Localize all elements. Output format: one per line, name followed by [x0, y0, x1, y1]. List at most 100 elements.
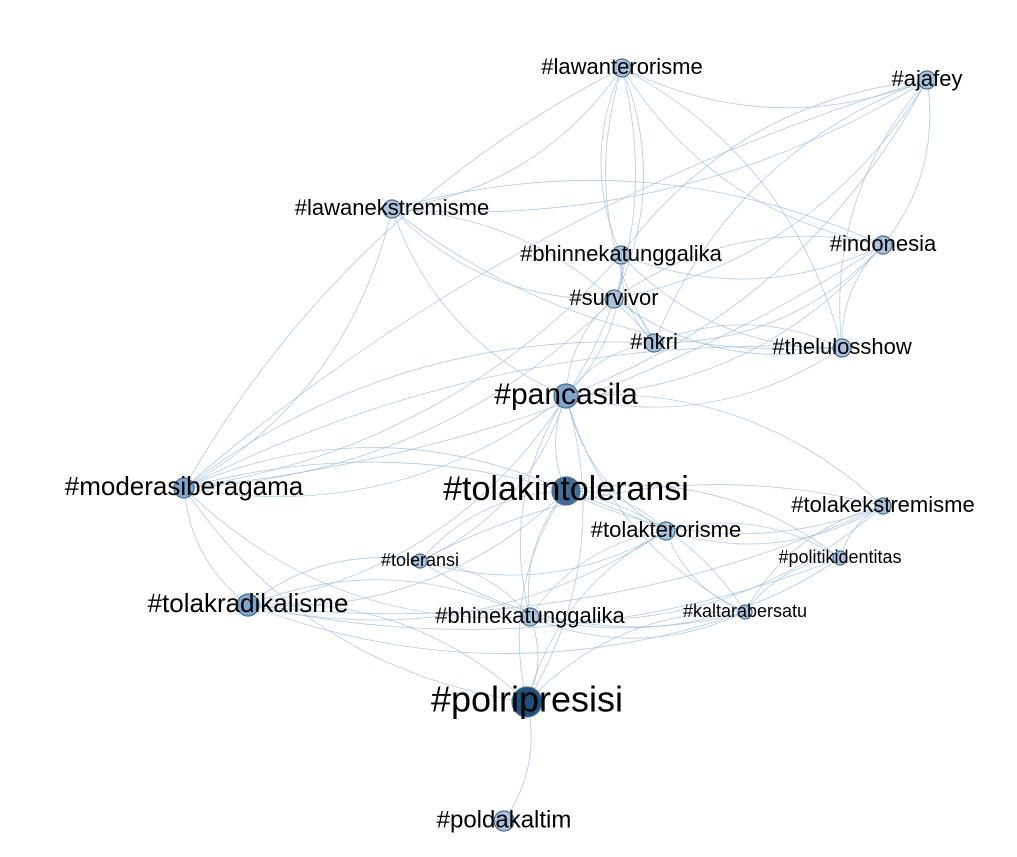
edge-ajafey-indonesia — [882, 79, 931, 246]
edge-lawanekstremisme-nkri — [391, 208, 655, 344]
edge-tolakintoleransi-politikidentitas — [565, 484, 841, 559]
edge-polripresisi-poldakaltim — [503, 701, 532, 822]
edge-lawanterorisme-survivor — [613, 67, 644, 300]
edge-ajafey-pancasila — [565, 79, 928, 397]
edge-tolakintoleransi-bhinekatunggalika — [527, 490, 567, 618]
node-tolakterorisme[interactable] — [656, 521, 676, 541]
node-label-bhinekatunggalika: #bhinekatunggalika — [435, 603, 625, 628]
edge-moderasiberagama-polripresisi — [183, 487, 528, 703]
edge-tolakterorisme-bhinekatunggalika — [529, 530, 667, 618]
node-tolakintoleransi[interactable] — [551, 476, 581, 506]
edge-tolakekstremisme-bhinekatunggalika — [529, 505, 884, 621]
edge-lawanekstremisme-moderasiberagama — [183, 208, 393, 489]
edge-politikidentitas-tolakradikalisme — [247, 557, 841, 630]
edge-pancasila-tolakterorisme — [565, 395, 667, 532]
edge-thelulosshow-pancasila — [565, 347, 843, 408]
edge-tolakterorisme-tolakradikalisme — [247, 530, 667, 621]
edge-survivor-thelulosshow — [613, 298, 843, 355]
edge-bhinnekatunggalika-nkri — [620, 254, 655, 344]
edge-kaltarabersatu-polripresisi — [526, 611, 746, 703]
edge-lawanekstremisme-survivor — [391, 208, 615, 300]
node-label-tolakekstremisme: #tolakekstremisme — [791, 492, 974, 517]
edge-lawanterorisme-indonesia — [621, 67, 884, 246]
node-label-lawanterorisme: #lawanterorisme — [541, 54, 702, 79]
edge-lawanterorisme-pancasila — [565, 67, 636, 397]
node-label-toleransi: #toleransi — [381, 550, 459, 570]
node-kaltarabersatu[interactable] — [737, 604, 753, 620]
node-label-kaltarabersatu: #kaltarabersatu — [683, 601, 807, 621]
node-lawanekstremisme[interactable] — [382, 199, 402, 219]
edge-ajafey-lawanekstremisme — [391, 79, 928, 213]
edge-tolakekstremisme-toleransi — [419, 484, 884, 562]
node-label-thelulosshow: #thelulosshow — [772, 334, 912, 359]
edge-toleransi-kaltarabersatu — [419, 560, 746, 628]
node-label-poldakaltim: #poldakaltim — [437, 806, 572, 833]
node-survivor[interactable] — [604, 289, 624, 309]
node-label-survivor: #survivor — [569, 285, 658, 310]
node-label-lawanekstremisme: #lawanekstremisme — [295, 195, 489, 220]
node-bhinnekatunggalika[interactable] — [611, 245, 631, 265]
node-label-indonesia: #indonesia — [830, 231, 937, 256]
edge-pancasila-tolakradikalisme — [247, 395, 567, 606]
node-label-tolakradikalisme: #tolakradikalisme — [148, 588, 349, 618]
node-layer — [173, 58, 937, 832]
node-thelulosshow[interactable] — [832, 338, 852, 358]
node-ajafey[interactable] — [917, 70, 937, 90]
edge-bhinnekatunggalika-pancasila — [565, 254, 622, 397]
node-politikidentitas[interactable] — [832, 550, 848, 566]
edge-tolakekstremisme-tolakradikalisme — [247, 505, 884, 615]
edge-lawanterorisme-ajafey — [621, 67, 928, 109]
edge-tolakradikalisme-polripresisi — [247, 603, 528, 703]
edge-indonesia-pancasila — [565, 244, 884, 397]
edge-bhinnekatunggalika-moderasiberagama — [183, 254, 622, 489]
node-tolakekstremisme[interactable] — [874, 497, 892, 515]
node-bhinekatunggalika[interactable] — [520, 607, 540, 627]
edge-ajafey-moderasiberagama — [183, 79, 928, 489]
node-label-ajafey: #ajafey — [892, 66, 963, 91]
edge-indonesia-thelulosshow — [841, 244, 884, 349]
edge-tolakterorisme-toleransi — [419, 530, 667, 576]
edge-tolakradikalisme-bhinekatunggalika — [247, 579, 531, 618]
node-nkri[interactable] — [644, 333, 664, 353]
node-tolakradikalisme[interactable] — [236, 593, 260, 617]
edge-tolakradikalisme-kaltarabersatu — [247, 604, 746, 654]
node-lawanterorisme[interactable] — [612, 58, 632, 78]
node-label-nkri: #nkri — [630, 329, 678, 354]
edge-toleransi-tolakradikalisme — [247, 557, 421, 606]
edge-bhinnekatunggalika-indonesia — [620, 244, 884, 280]
edge-lawanekstremisme-pancasila — [391, 208, 567, 397]
node-label-pancasila: #pancasila — [494, 378, 638, 411]
edge-lawanekstremisme-thelulosshow — [391, 208, 843, 350]
edge-tolakintoleransi-kaltarabersatu — [565, 490, 746, 613]
edge-politikidentitas-bhinekatunggalika — [529, 557, 841, 629]
node-toleransi[interactable] — [412, 553, 428, 569]
node-pancasila[interactable] — [553, 383, 579, 409]
node-label-politikidentitas: #politikidentitas — [778, 547, 901, 567]
edge-toleransi-bhinekatunggalika — [419, 560, 531, 618]
edge-lawanterorisme-thelulosshow — [621, 67, 843, 349]
label-layer: #lawanterorisme #ajafey #lawanekstremisme #… — [65, 54, 975, 834]
node-poldakaltim[interactable] — [493, 810, 515, 832]
edge-ajafey-bhinnekatunggalika — [620, 79, 928, 256]
edge-lawanekstremisme-indonesia — [391, 179, 884, 246]
edge-tolakintoleransi-polripresisi — [518, 490, 567, 703]
edge-lawanterorisme-bhinnekatunggalika — [600, 67, 623, 256]
node-moderasiberagama[interactable] — [173, 477, 195, 499]
edge-tolakekstremisme-tolakterorisme — [665, 505, 884, 545]
edge-moderasiberagama-tolakintoleransi — [183, 447, 567, 492]
edge-indonesia-moderasiberagama — [183, 244, 884, 489]
edge-lawanterorisme-moderasiberagama — [183, 67, 623, 489]
node-label-tolakterorisme: #tolakterorisme — [591, 517, 741, 542]
edge-lawanterorisme-lawanekstremisme — [391, 67, 623, 210]
edge-ajafey-thelulosshow — [839, 79, 928, 349]
edge-nkri-moderasiberagama — [183, 341, 655, 489]
edge-ajafey-survivor — [613, 79, 928, 300]
node-label-bhinnekatunggalika: #bhinnekatunggalika — [520, 241, 723, 266]
edge-tolakintoleransi-toleransi — [419, 490, 567, 562]
node-label-moderasiberagama: #moderasiberagama — [65, 471, 304, 501]
node-indonesia[interactable] — [873, 235, 893, 255]
node-label-polripresisi: #polripresisi — [431, 679, 623, 720]
node-polripresisi[interactable] — [511, 686, 543, 718]
edge-lawanterorisme-nkri — [605, 67, 655, 344]
